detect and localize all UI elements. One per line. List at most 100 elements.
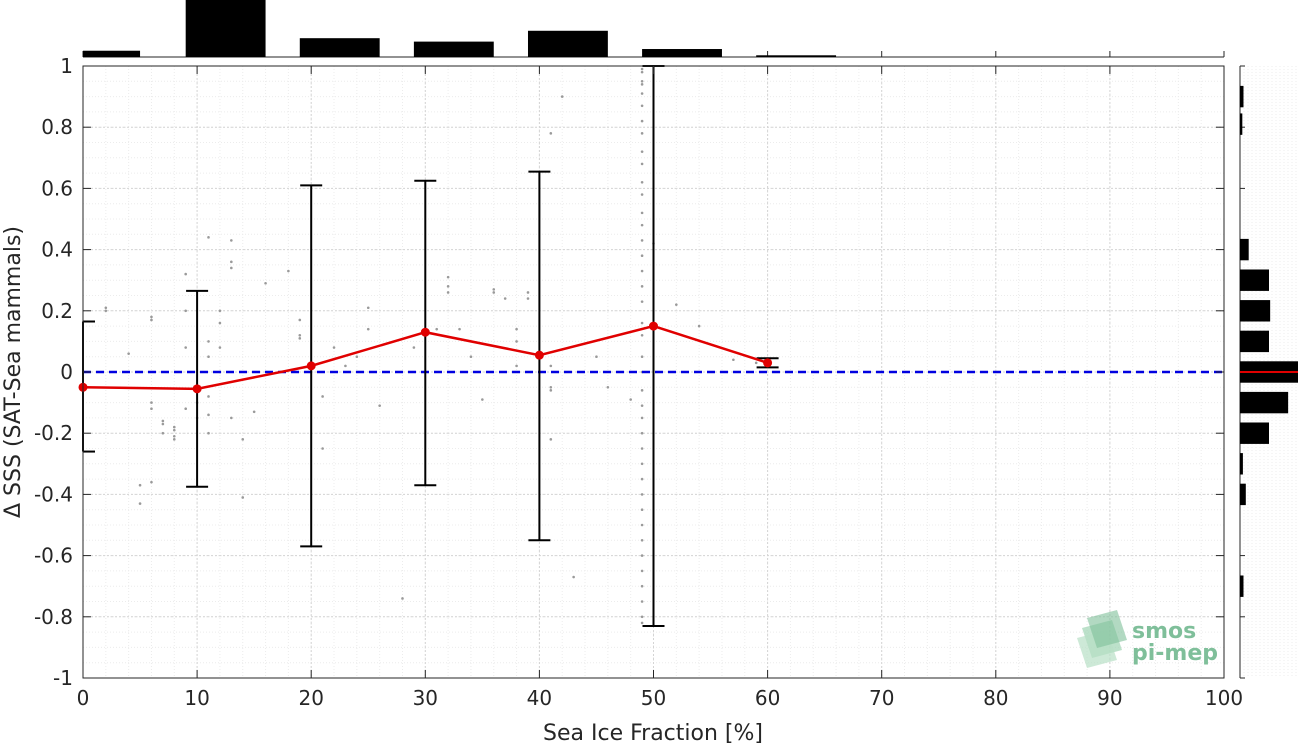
scatter-point	[401, 597, 404, 600]
scatter-point	[640, 269, 644, 273]
x-tick-label: 50	[641, 686, 666, 710]
scatter-point	[640, 67, 644, 71]
right-histogram-bar	[1240, 300, 1271, 322]
scatter-point	[298, 333, 302, 337]
scatter-point	[754, 361, 758, 365]
scatter-point	[184, 309, 187, 313]
right-histogram	[1240, 85, 1298, 597]
mean-point	[763, 358, 773, 368]
top-histogram-bar	[642, 49, 722, 57]
scatter-point	[640, 83, 644, 86]
scatter-point	[697, 324, 701, 328]
scatter-point	[184, 346, 187, 349]
x-axis-label: Sea Ice Fraction [%]	[543, 721, 763, 745]
scatter-point	[150, 407, 153, 411]
right-histogram-bar	[1240, 483, 1246, 506]
y-tick-label: -0.8	[34, 605, 73, 629]
scatter-point	[241, 438, 245, 441]
y-tick-label: 0.4	[41, 238, 73, 262]
scatter-point	[640, 80, 644, 83]
y-tick-label: 0.8	[41, 115, 73, 139]
scatter-point	[640, 389, 644, 392]
scatter-point	[640, 300, 644, 303]
x-tick-label: 80	[983, 686, 1008, 710]
scatter-point	[446, 285, 450, 288]
scatter-point	[549, 132, 553, 135]
y-tick-label: -0.4	[34, 482, 73, 506]
scatter-point	[640, 416, 644, 420]
scatter-point	[207, 236, 210, 239]
x-tick-label: 30	[413, 686, 438, 710]
scatter-point	[526, 297, 530, 300]
scatter-point	[230, 260, 233, 264]
scatter-point	[640, 285, 644, 288]
logo-line2: pi-mep	[1132, 641, 1218, 666]
scatter-point	[640, 321, 644, 325]
scatter-point	[640, 211, 644, 215]
scatter-point	[230, 416, 233, 420]
y-tick-label: 0.6	[41, 176, 73, 200]
mean-point	[192, 384, 202, 394]
scatter-point	[595, 355, 598, 359]
scatter-point	[321, 447, 324, 450]
scatter-point	[640, 462, 644, 466]
mean-point	[534, 350, 544, 360]
x-tick-label: 10	[184, 686, 209, 710]
scatter-point	[640, 150, 644, 153]
scatter-point	[241, 496, 245, 499]
scatter-point	[150, 401, 153, 404]
scatter-point	[640, 254, 644, 258]
right-histogram-bar	[1240, 453, 1243, 475]
top-histogram-bar	[299, 38, 380, 57]
y-tick-label: -0.6	[34, 544, 73, 568]
top-histogram-bar	[413, 41, 494, 57]
x-tick-label: 20	[298, 686, 323, 710]
scatter-point	[515, 364, 518, 368]
smos-pi-mep-logo: smos pi-mep	[1077, 610, 1218, 668]
top-histogram	[82, 0, 1225, 58]
scatter-point	[218, 309, 222, 313]
y-axis-label: Δ SSS (SAT-Sea mammals)	[1, 226, 26, 518]
scatter-point	[366, 327, 370, 331]
scatter-point	[161, 431, 165, 435]
scatter-point	[366, 306, 370, 310]
scatter-point	[640, 621, 644, 625]
y-tick-labels: -1 -0.8 -0.6 -0.4 -0.2 0 0.2 0.4 0.6 0.8 1	[34, 54, 73, 690]
scatter-point	[640, 193, 644, 196]
scatter-point	[252, 410, 256, 414]
scatter-point	[640, 554, 644, 557]
scatter-point	[549, 389, 553, 392]
scatter-point	[218, 321, 222, 325]
logo-line1: smos	[1132, 619, 1196, 644]
scatter-point	[184, 272, 187, 276]
scatter-point	[640, 600, 644, 603]
scatter-point	[526, 291, 530, 294]
scatter-point	[549, 438, 553, 441]
scatter-point	[446, 275, 450, 279]
scatter-point	[640, 223, 644, 227]
mean-series	[78, 321, 773, 394]
scatter-point	[640, 355, 644, 359]
y-tick-label: 0.2	[41, 299, 73, 323]
scatter-point	[572, 575, 575, 579]
scatter-point	[549, 364, 553, 368]
scatter-point	[640, 493, 644, 496]
scatter-point	[104, 306, 108, 310]
scatter-point	[640, 431, 644, 435]
scatter-point	[161, 422, 165, 426]
scatter-point	[172, 428, 176, 432]
scatter-point	[549, 386, 553, 389]
scatter-point	[378, 404, 381, 407]
scatter-point	[207, 340, 210, 343]
right-histogram-bar	[1240, 422, 1269, 444]
scatter-point	[629, 398, 632, 401]
scatter-point	[161, 419, 165, 423]
scatter-point	[640, 104, 644, 108]
right-histogram-bar	[1240, 575, 1244, 597]
top-histogram-bar	[756, 55, 837, 57]
scatter-point	[230, 266, 233, 270]
right-histogram-bar	[1240, 269, 1269, 291]
top-histogram-bar	[83, 50, 141, 57]
scatter-point	[640, 180, 644, 184]
x-tick-labels: 0 10 20 30 40 50 60 70 80 90 100	[77, 686, 1243, 710]
